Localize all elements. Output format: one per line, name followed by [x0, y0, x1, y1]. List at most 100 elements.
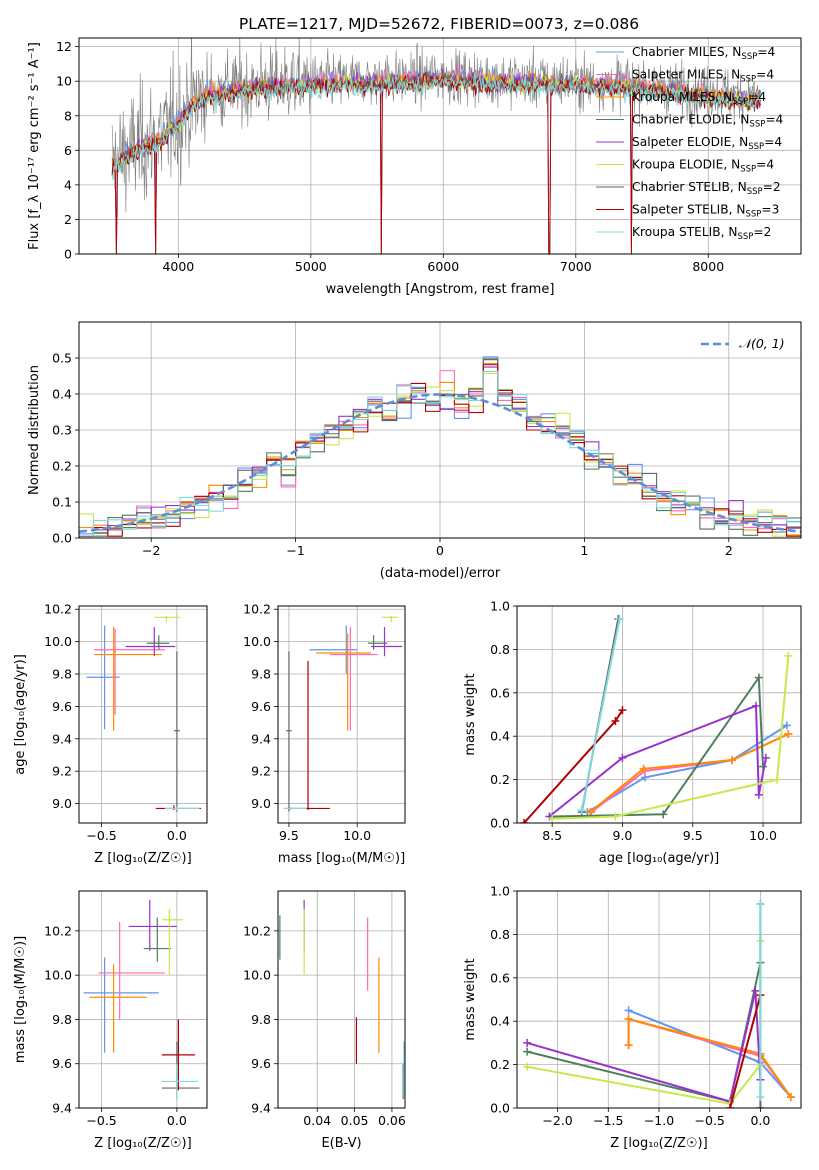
residuals-ytick-label: 0.4 [52, 387, 72, 402]
weight-vs-age-marker-4-4 [761, 753, 770, 762]
weight-vs-Z-xtick-label: −2.0 [542, 1113, 572, 1128]
age-vs-mass-ytick-label: 9.4 [251, 731, 271, 746]
weight-vs-age-marker-4-2 [752, 701, 761, 710]
weight-vs-Z-frame [516, 890, 802, 1109]
spectrum-ytick-label: 6 [64, 143, 72, 158]
weight-vs-age-marker-3-1 [659, 810, 668, 819]
weight-vs-Z-xtick-label: −0.5 [695, 1113, 725, 1128]
weight-vs-age-line-2 [589, 733, 789, 813]
figure-title: PLATE=1217, MJD=52672, FIBERID=0073, z=0… [239, 15, 639, 33]
weight-vs-age-line-5 [552, 655, 790, 820]
weight-vs-Z-marker-5-0 [523, 1062, 532, 1071]
age-vs-Z-points-group [86, 615, 201, 812]
weight-vs-Z-line-2 [627, 1017, 792, 1098]
weight-vs-Z-ylabel: mass weight [463, 958, 478, 1040]
mass-vs-Z-xtick-label: 0.0 [167, 1113, 187, 1128]
weight-vs-Z-xtick-label: −1.0 [644, 1113, 674, 1128]
weight-vs-age-xtick-label: 9.5 [683, 828, 703, 843]
weight-vs-age-ytick-label: 0.6 [490, 685, 510, 700]
spectrum-xtick-label: 4000 [162, 259, 194, 274]
weight-vs-Z-xlabel: Z [log₁₀(Z/Z☉)] [610, 1136, 707, 1151]
spectrum-series-group [111, 38, 762, 254]
weight-vs-age-marker-5-1 [611, 812, 620, 821]
age-vs-Z-ytick-label: 10.0 [44, 634, 72, 649]
weight-vs-age-marker-5-3 [784, 651, 793, 660]
weight-vs-age-marker-8-0 [577, 805, 586, 814]
weight-vs-age-line-8 [580, 618, 621, 811]
residuals-ytick-label: 0.2 [52, 459, 72, 474]
spectrum-xlabel: wavelength [Angstrom, rest frame] [326, 282, 555, 297]
weight-vs-age-line-0 [586, 724, 788, 813]
residuals-xtick-label: 1 [580, 543, 588, 558]
weight-vs-Z-marker-2-3 [786, 1093, 795, 1102]
residuals-ylabel: Normed distribution [27, 365, 42, 495]
weight-vs-Z-marker-8-0 [756, 1093, 765, 1102]
spectrum-model-line-7 [111, 71, 761, 254]
spectrum-legend-label-3: Chabrier ELODIE, NSSP=4 [632, 113, 784, 130]
age-vs-mass-points-group [283, 615, 403, 812]
weight-vs-age-line-7 [523, 709, 624, 823]
spectrum-xtick-label: 5000 [295, 259, 327, 274]
weight-vs-Z-marker-4-2 [751, 986, 760, 995]
spectrum-xtick-label: 8000 [692, 259, 724, 274]
weight-vs-Z-ytick-label: 0.6 [490, 970, 510, 985]
weight-vs-Z-marker-6-0 [756, 1104, 765, 1108]
weight-vs-Z-marker-2-1 [624, 1015, 633, 1024]
weight-vs-age-marker-7-2 [618, 706, 627, 715]
mass-vs-ebv-xlabel: E(B-V) [321, 1136, 361, 1151]
weight-vs-age-frame [516, 605, 802, 824]
spectrum-frame [78, 37, 802, 255]
spectrum-legend-label-6: Chabrier STELIB, NSSP=2 [632, 180, 781, 197]
residuals-ytick-label: 0.5 [52, 351, 72, 366]
weight-vs-Z-marker-4-0 [523, 1038, 532, 1047]
age-vs-mass-ytick-label: 9.0 [251, 796, 271, 811]
mass-vs-ebv-ytick-label: 10.0 [243, 968, 271, 983]
age-vs-Z-ytick-label: 9.6 [52, 699, 72, 714]
spectrum-legend-label-8: Kroupa STELIB, NSSP=2 [632, 225, 771, 242]
weight-vs-age-ytick-label: 0.8 [490, 642, 510, 657]
weight-vs-age-marker-3-2 [754, 673, 763, 682]
weight-vs-age-line-3 [552, 674, 764, 818]
residuals-xtick-label: 0 [436, 543, 444, 558]
mass-vs-ebv-ytick-label: 9.8 [251, 1012, 271, 1027]
residuals-ytick-label: 0.3 [52, 423, 72, 438]
weight-vs-age-ytick-label: 1.0 [490, 599, 510, 614]
weight-vs-Z-ytick-label: 0.4 [490, 1014, 510, 1029]
age-vs-Z-ylabel: age [log₁₀(age/yr)] [13, 654, 28, 775]
residuals-frame [78, 321, 802, 539]
mass-vs-ebv-xtick-label: 0.05 [341, 1113, 369, 1128]
residuals-ytick-label: 0.0 [52, 531, 72, 546]
weight-vs-Z-line-3 [526, 962, 762, 1103]
age-vs-Z-ytick-label: 9.4 [52, 731, 72, 746]
spectrum-ytick-label: 0 [64, 247, 72, 262]
spectrum-legend-label-5: Kroupa ELODIE, NSSP=4 [632, 158, 774, 175]
age-vs-mass-ytick-label: 9.2 [251, 764, 271, 779]
age-vs-mass-ytick-label: 10.2 [243, 602, 271, 617]
spectrum-ytick-label: 8 [64, 108, 72, 123]
mass-vs-Z-xtick-label: −0.5 [86, 1113, 116, 1128]
weight-vs-age-marker-5-0 [548, 814, 557, 823]
spectrum-ytick-label: 2 [64, 212, 72, 227]
weight-vs-Z-marker-0-0 [624, 1006, 633, 1015]
weight-vs-age-marker-5-2 [773, 775, 782, 784]
mass-vs-ebv-ytick-label: 9.4 [251, 1101, 271, 1116]
residuals-hist-8 [79, 370, 801, 537]
weight-vs-Z-ytick-label: 0.8 [490, 927, 510, 942]
spectrum-legend-label-4: Salpeter ELODIE, NSSP=4 [632, 135, 782, 152]
mass-vs-ebv-ytick-label: 9.6 [251, 1056, 271, 1071]
age-vs-mass-ytick-label: 9.6 [251, 699, 271, 714]
weight-vs-Z-xtick-label: 0.0 [750, 1113, 770, 1128]
mass-vs-Z-ytick-label: 9.6 [52, 1056, 72, 1071]
spectrum-legend-label-2: Kroupa MILES, NSSP=4 [632, 90, 766, 107]
weight-vs-Z-xtick-label: −1.5 [593, 1113, 623, 1128]
weight-vs-Z-marker-2-0 [624, 1041, 633, 1050]
residuals-xtick-label: −2 [142, 543, 160, 558]
weight-vs-Z-marker-3-0 [523, 1047, 532, 1056]
residuals-xlabel: (data-model)/error [380, 566, 501, 581]
residuals-legend-label: 𝒩(0, 1) [739, 336, 785, 351]
mass-vs-Z-frame [78, 890, 208, 1109]
spectrum-xtick-label: 6000 [427, 259, 459, 274]
spectrum-legend-label-0: Chabrier MILES, NSSP=4 [632, 45, 776, 62]
weight-vs-Z-line-7 [729, 994, 762, 1108]
spectrum-ytick-label: 10 [56, 74, 72, 89]
